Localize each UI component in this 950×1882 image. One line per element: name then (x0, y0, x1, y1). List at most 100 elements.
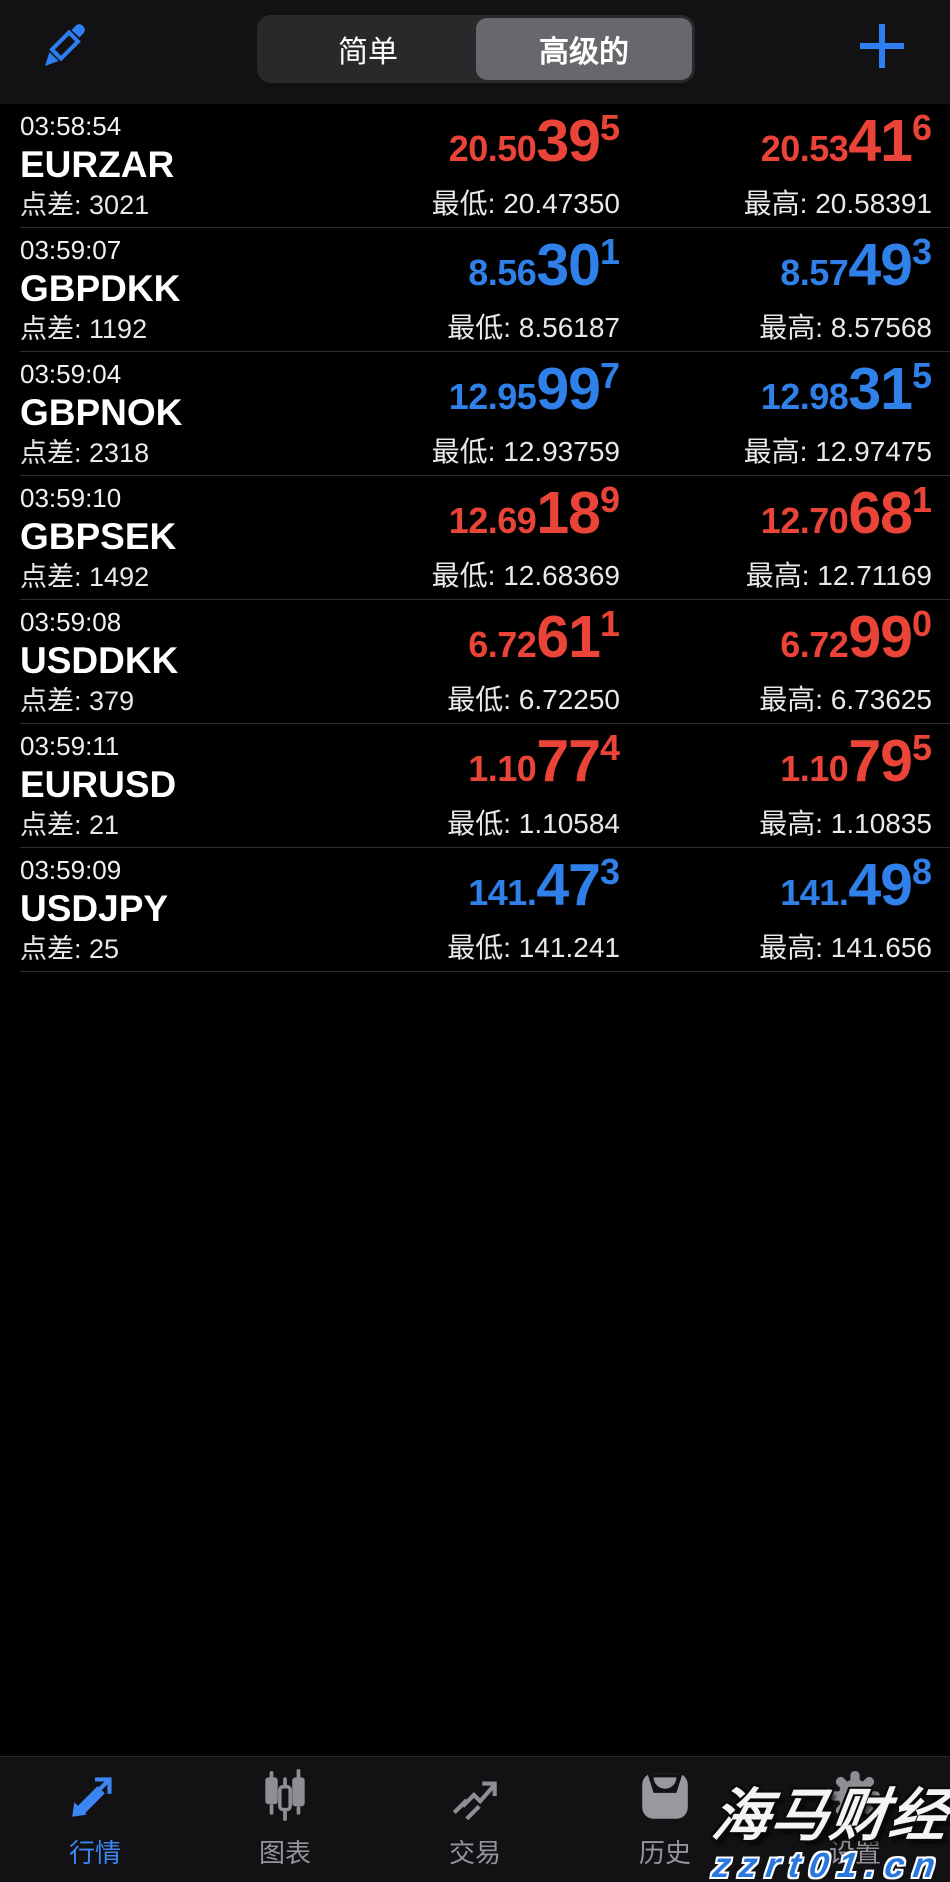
tab-label: 图表 (258, 1838, 311, 1868)
bid-column: 141.473 最低: 141.241 (270, 848, 620, 972)
segment-advanced[interactable]: 高级的 (476, 18, 692, 80)
quote-row[interactable]: 03:59:04 GBPNOK 点差: 2318 12.95997 最低: 12… (0, 352, 950, 476)
ask-price: 141.498 (780, 851, 932, 918)
quote-high: 最高: 8.57568 (759, 312, 932, 343)
quote-high: 最高: 1.10835 (759, 808, 932, 839)
quote-low: 最低: 12.93759 (431, 436, 620, 467)
edit-button[interactable] (34, 20, 90, 76)
plus-icon (858, 22, 906, 75)
quote-symbol: GBPNOK (20, 392, 183, 433)
tab-label: 设置 (828, 1838, 881, 1868)
quote-spread: 点差: 21 (20, 810, 120, 840)
bid-price: 6.72611 (468, 603, 620, 670)
bid-column: 12.69189 最低: 12.68369 (270, 476, 620, 600)
pencil-icon (36, 20, 88, 77)
quote-spread: 点差: 2318 (20, 438, 150, 468)
quote-row[interactable]: 03:59:09 USDJPY 点差: 25 141.473 最低: 141.2… (0, 848, 950, 972)
quote-info: 03:59:10 GBPSEK 点差: 1492 (20, 476, 270, 600)
quote-high: 最高: 141.656 (759, 932, 932, 963)
trade-icon (446, 1767, 504, 1825)
view-mode-segmented-control: 简单 高级的 (257, 15, 695, 83)
quote-symbol: USDDKK (20, 640, 179, 681)
ask-column: 12.70681 最高: 12.71169 (620, 476, 932, 600)
quote-row[interactable]: 03:59:08 USDDKK 点差: 379 6.72611 最低: 6.72… (0, 600, 950, 724)
bid-price: 12.69189 (448, 479, 620, 546)
tab-label: 历史 (638, 1838, 691, 1868)
quote-time: 03:59:07 (20, 235, 122, 265)
tab-label: 交易 (448, 1838, 501, 1868)
tab-label: 行情 (68, 1838, 121, 1868)
quote-info: 03:58:54 EURZAR 点差: 3021 (20, 104, 270, 228)
ask-column: 8.57493 最高: 8.57568 (620, 228, 932, 352)
quote-symbol: GBPSEK (20, 516, 177, 557)
ask-column: 141.498 最高: 141.656 (620, 848, 932, 972)
quote-spread: 点差: 1192 (20, 314, 148, 344)
bid-price: 1.10774 (468, 727, 620, 794)
ask-price: 6.72990 (780, 603, 932, 670)
ask-price: 12.98315 (760, 355, 932, 422)
quote-low: 最低: 6.72250 (447, 684, 620, 715)
quote-info: 03:59:04 GBPNOK 点差: 2318 (20, 352, 270, 476)
quote-low: 最低: 1.10584 (447, 808, 620, 839)
quote-spread: 点差: 379 (20, 686, 135, 716)
ask-price: 12.70681 (760, 479, 932, 546)
tab-settings[interactable]: 设置 (760, 1757, 950, 1882)
ask-column: 20.53416 最高: 20.58391 (620, 104, 932, 228)
tab-charts[interactable]: 图表 (190, 1757, 380, 1882)
bid-price: 12.95997 (448, 355, 620, 422)
settings-icon (826, 1767, 884, 1825)
quote-row[interactable]: 03:59:07 GBPDKK 点差: 1192 8.56301 最低: 8.5… (0, 228, 950, 352)
tab-bar: 行情 图表 (0, 1756, 950, 1882)
quote-row[interactable]: 03:59:11 EURUSD 点差: 21 1.10774 最低: 1.105… (0, 724, 950, 848)
quote-time: 03:58:54 (20, 111, 122, 141)
quote-spread: 点差: 25 (20, 934, 120, 964)
quote-symbol: EURUSD (20, 764, 177, 805)
quote-low: 最低: 141.241 (447, 932, 620, 963)
ask-price: 8.57493 (780, 231, 932, 298)
quote-time: 03:59:11 (20, 731, 120, 761)
quote-time: 03:59:08 (20, 607, 122, 637)
history-icon (636, 1767, 694, 1825)
quote-low: 最低: 8.56187 (447, 312, 620, 343)
ask-column: 1.10795 最高: 1.10835 (620, 724, 932, 848)
quote-low: 最低: 12.68369 (431, 560, 620, 591)
bid-column: 12.95997 最低: 12.93759 (270, 352, 620, 476)
ask-column: 12.98315 最高: 12.97475 (620, 352, 932, 476)
quote-row[interactable]: 03:58:54 EURZAR 点差: 3021 20.50395 最低: 20… (0, 104, 950, 228)
quote-symbol: EURZAR (20, 144, 175, 185)
quote-spread: 点差: 1492 (20, 562, 150, 592)
quote-low: 最低: 20.47350 (431, 188, 620, 219)
quotes-icon (66, 1767, 124, 1825)
ask-column: 6.72990 最高: 6.73625 (620, 600, 932, 724)
quote-symbol: GBPDKK (20, 268, 181, 309)
bid-price: 8.56301 (468, 231, 620, 298)
quote-info: 03:59:09 USDJPY 点差: 25 (20, 848, 270, 972)
segment-simple[interactable]: 简单 (338, 36, 398, 69)
quote-high: 最高: 20.58391 (743, 188, 932, 219)
bid-column: 1.10774 最低: 1.10584 (270, 724, 620, 848)
add-symbol-button[interactable] (856, 22, 908, 74)
bid-column: 6.72611 最低: 6.72250 (270, 600, 620, 724)
quote-high: 最高: 12.71169 (745, 560, 932, 591)
nav-bar: 简单 高级的 (0, 0, 950, 104)
bid-column: 8.56301 最低: 8.56187 (270, 228, 620, 352)
quote-symbol: USDJPY (20, 888, 169, 929)
quote-info: 03:59:08 USDDKK 点差: 379 (20, 600, 270, 724)
quote-spread: 点差: 3021 (20, 190, 150, 220)
charts-icon (256, 1767, 314, 1825)
quote-time: 03:59:04 (20, 359, 122, 389)
bid-column: 20.50395 最低: 20.47350 (270, 104, 620, 228)
ask-price: 1.10795 (780, 727, 932, 794)
quote-info: 03:59:11 EURUSD 点差: 21 (20, 724, 270, 848)
quote-row[interactable]: 03:59:10 GBPSEK 点差: 1492 12.69189 最低: 12… (0, 476, 950, 600)
quote-info: 03:59:07 GBPDKK 点差: 1192 (20, 228, 270, 352)
tab-trade[interactable]: 交易 (380, 1757, 570, 1882)
quote-time: 03:59:09 (20, 855, 122, 885)
tab-quotes[interactable]: 行情 (0, 1757, 190, 1882)
tab-history[interactable]: 历史 (570, 1757, 760, 1882)
ask-price: 20.53416 (760, 107, 932, 174)
quote-list: 03:58:54 EURZAR 点差: 3021 20.50395 最低: 20… (0, 104, 950, 972)
quote-high: 最高: 6.73625 (759, 684, 932, 715)
bid-price: 20.50395 (448, 107, 620, 174)
